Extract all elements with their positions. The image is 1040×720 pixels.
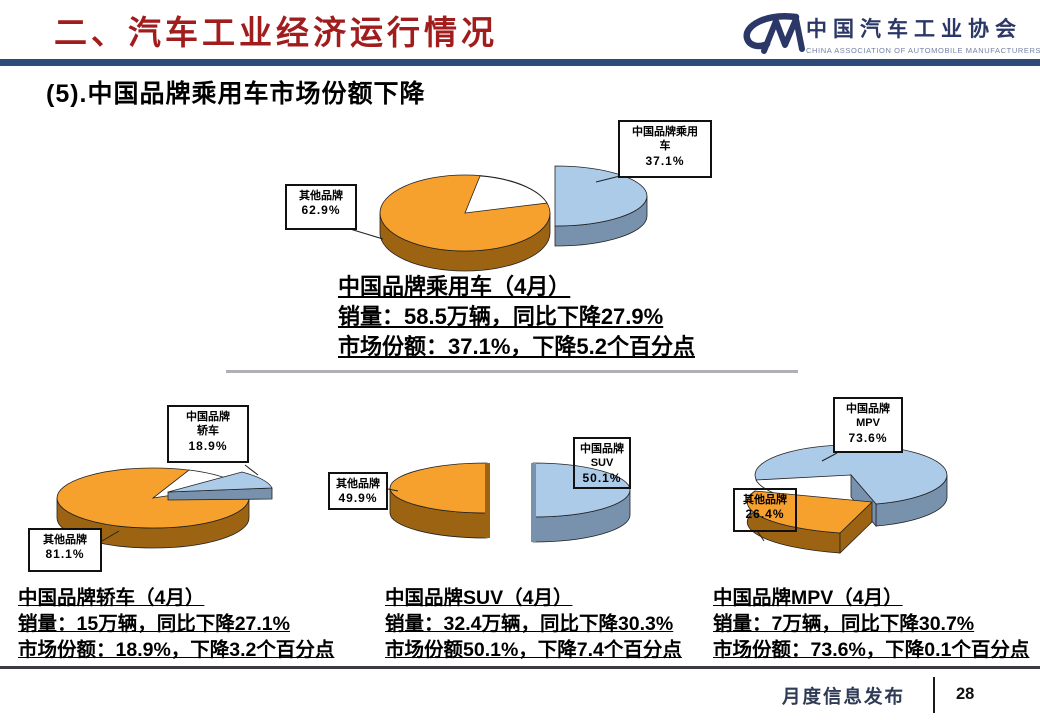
pie-suv-other-cutface	[485, 463, 490, 538]
label-pct: 73.6%	[848, 430, 888, 445]
footer-label: 月度信息发布	[782, 686, 906, 707]
footer-rule	[0, 666, 1040, 669]
summary-line: 中国品牌SUV（4月）	[385, 587, 573, 609]
label-line: 中国品牌乘用	[632, 126, 698, 138]
pie-passenger-china-top	[554, 165, 648, 227]
label-pct: 37.1%	[645, 153, 685, 168]
leader-line	[387, 488, 399, 492]
label-box-sedan-other: 其他品牌 81.1%	[28, 528, 102, 572]
leader-line	[101, 530, 120, 542]
chart-passenger: 中国品牌乘用 车 37.1% 其他品牌 62.9%	[280, 108, 720, 273]
summary-line: 销量：7万辆，同比下降30.7%	[713, 613, 975, 635]
leader-line	[595, 175, 621, 183]
pie-suv-china-top	[532, 462, 631, 518]
header-rule	[0, 59, 1040, 66]
slide-subtitle: (5).中国品牌乘用车市场份额下降	[46, 80, 426, 108]
label-pct: 18.9%	[188, 438, 228, 453]
label-box-mpv-other: 其他品牌 26.4%	[733, 488, 797, 532]
summary-line: 中国品牌乘用车（4月）	[338, 274, 571, 299]
label-pct: 81.1%	[45, 547, 85, 562]
summary-passenger: 中国品牌乘用车（4月） 销量：58.5万辆，同比下降27.9% 市场份额：37.…	[338, 272, 695, 362]
summary-line: 市场份额50.1%，下降7.4个百分点	[385, 639, 682, 661]
label-box-suv-other: 其他品牌 49.9%	[328, 472, 388, 510]
label-box-passenger-china: 中国品牌乘用 车 37.1%	[618, 120, 712, 178]
leader-line	[244, 464, 259, 476]
logo-name-cn: 中国汽车工业协会	[806, 18, 1022, 41]
label-box-sedan-china: 中国品牌 轿车 18.9%	[167, 405, 249, 463]
logo-name-en: CHINA ASSOCIATION OF AUTOMOBILE MANUFACT…	[806, 46, 1040, 55]
label-pct: 26.4%	[745, 507, 785, 522]
label-box-suv-china: 中国品牌 SUV 50.1%	[573, 437, 631, 489]
page-title: 二、汽车工业经济运行情况	[54, 14, 498, 51]
label-line: 轿车	[197, 425, 219, 438]
leader-line	[757, 531, 765, 542]
label-line: 车	[659, 140, 671, 153]
leader-line	[349, 228, 384, 240]
logo-text: 中国汽车工业协会 CHINA ASSOCIATION OF AUTOMOBILE…	[806, 13, 1040, 55]
summary-mpv: 中国品牌MPV（4月） 销量：7万辆，同比下降30.7% 市场份额：73.6%，…	[713, 585, 1029, 663]
chart-suv: 其他品牌 49.9% 中国品牌 SUV 50.1%	[325, 425, 655, 580]
label-line: SUV	[590, 457, 614, 470]
label-pct: 50.1%	[582, 470, 622, 485]
summary-line: 销量：58.5万辆，同比下降27.9%	[338, 304, 664, 329]
pie-suv-china-cutface	[531, 463, 536, 542]
label-line: 中国品牌	[846, 403, 890, 415]
summary-suv: 中国品牌SUV（4月） 销量：32.4万辆，同比下降30.3% 市场份额50.1…	[385, 585, 682, 663]
label-pct: 62.9%	[301, 203, 341, 218]
pie-suv	[387, 462, 631, 543]
summary-line: 中国品牌MPV（4月）	[713, 587, 903, 609]
chart-mpv: 中国品牌 MPV 73.6% 其他品牌 26.4%	[700, 385, 1040, 585]
label-line: 其他品牌	[743, 494, 787, 506]
pie-mpv-other-top	[746, 490, 873, 534]
label-line: 其他品牌	[299, 190, 343, 202]
caam-logo-icon	[740, 10, 805, 58]
summary-line: 市场份额：18.9%，下降3.2个百分点	[18, 639, 335, 661]
label-pct: 49.9%	[338, 491, 378, 506]
pie-sedan	[56, 464, 273, 549]
label-line: 中国品牌	[580, 443, 624, 455]
leader-line	[821, 452, 838, 462]
summary-line: 销量：32.4万辆，同比下降30.3%	[385, 613, 674, 635]
label-line: 其他品牌	[336, 478, 380, 490]
pie-passenger	[349, 165, 648, 272]
summary-line: 市场份额：73.6%，下降0.1个百分点	[713, 639, 1030, 661]
label-line: 其他品牌	[43, 534, 87, 546]
label-line: 中国品牌	[186, 411, 230, 423]
page-number: 28	[956, 685, 975, 703]
footer-separator	[933, 677, 935, 713]
pie-mpv	[746, 444, 948, 554]
section-divider	[226, 370, 798, 373]
label-box-mpv-china: 中国品牌 MPV 73.6%	[833, 397, 903, 453]
label-box-passenger-other: 其他品牌 62.9%	[285, 184, 357, 230]
label-line: MPV	[856, 417, 880, 430]
chart-sedan: 中国品牌 轿车 18.9% 其他品牌 81.1%	[15, 393, 335, 588]
summary-line: 市场份额：37.1%，下降5.2个百分点	[338, 334, 695, 359]
pie-sedan-china-top	[167, 471, 273, 493]
summary-line: 中国品牌轿车（4月）	[18, 587, 205, 609]
summary-line: 销量：15万辆，同比下降27.1%	[18, 613, 290, 635]
pie-passenger-notch	[464, 175, 548, 214]
summary-sedan: 中国品牌轿车（4月） 销量：15万辆，同比下降27.1% 市场份额：18.9%，…	[18, 585, 334, 663]
